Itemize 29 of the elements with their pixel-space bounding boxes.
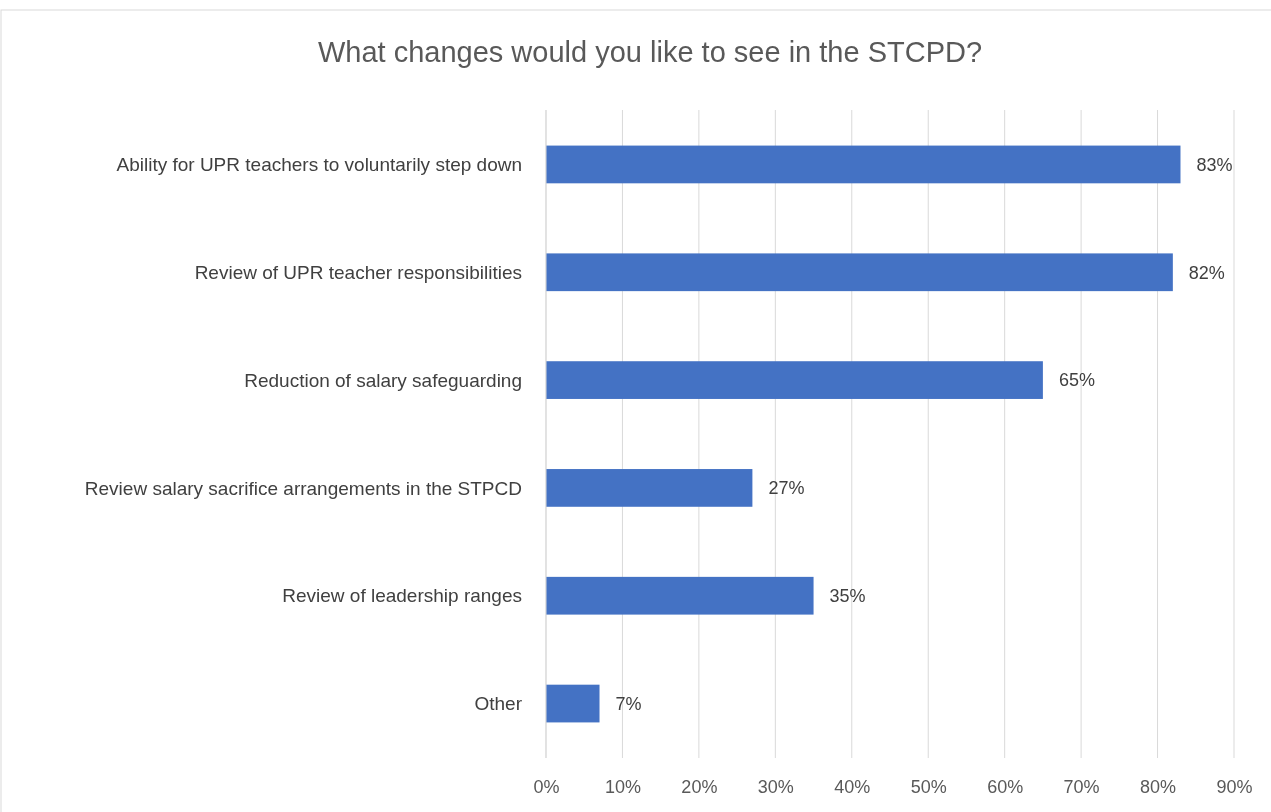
bar xyxy=(546,253,1173,292)
bar xyxy=(546,145,1181,184)
bar xyxy=(546,576,814,615)
data-label: 82% xyxy=(1188,262,1225,283)
x-tick-label: 30% xyxy=(757,776,794,797)
y-tick-label: Review salary sacrifice arrangements in the STPCD xyxy=(84,477,522,499)
x-tick-label: 90% xyxy=(1216,776,1253,797)
data-label: 83% xyxy=(1196,154,1233,175)
bar xyxy=(546,361,1043,399)
y-tick-label: Reduction of salary safeguarding xyxy=(244,369,522,391)
x-tick-label: 0% xyxy=(533,776,560,797)
x-tick-label: 60% xyxy=(987,776,1024,797)
data-label: 27% xyxy=(768,478,805,499)
data-label: 35% xyxy=(829,586,866,607)
x-tick-label: 50% xyxy=(910,776,947,797)
chart-title: What changes would you like to see in the STCPD? xyxy=(317,36,983,68)
y-tick-label: Review of UPR teacher responsibilities xyxy=(194,261,522,283)
bar xyxy=(546,469,753,507)
x-tick-label: 80% xyxy=(1140,776,1177,797)
x-tick-label: 10% xyxy=(604,776,641,797)
y-tick-label: Ability for UPR teachers to voluntarily step down xyxy=(116,154,522,176)
x-tick-label: 40% xyxy=(834,776,871,797)
bar xyxy=(546,684,600,723)
y-tick-label: Other xyxy=(474,693,523,715)
x-tick-label: 20% xyxy=(681,776,718,797)
x-tick-label: 70% xyxy=(1063,776,1100,797)
data-label: 7% xyxy=(615,693,642,714)
y-tick-label: Review of leadership ranges xyxy=(282,585,522,607)
data-label: 65% xyxy=(1058,370,1095,391)
